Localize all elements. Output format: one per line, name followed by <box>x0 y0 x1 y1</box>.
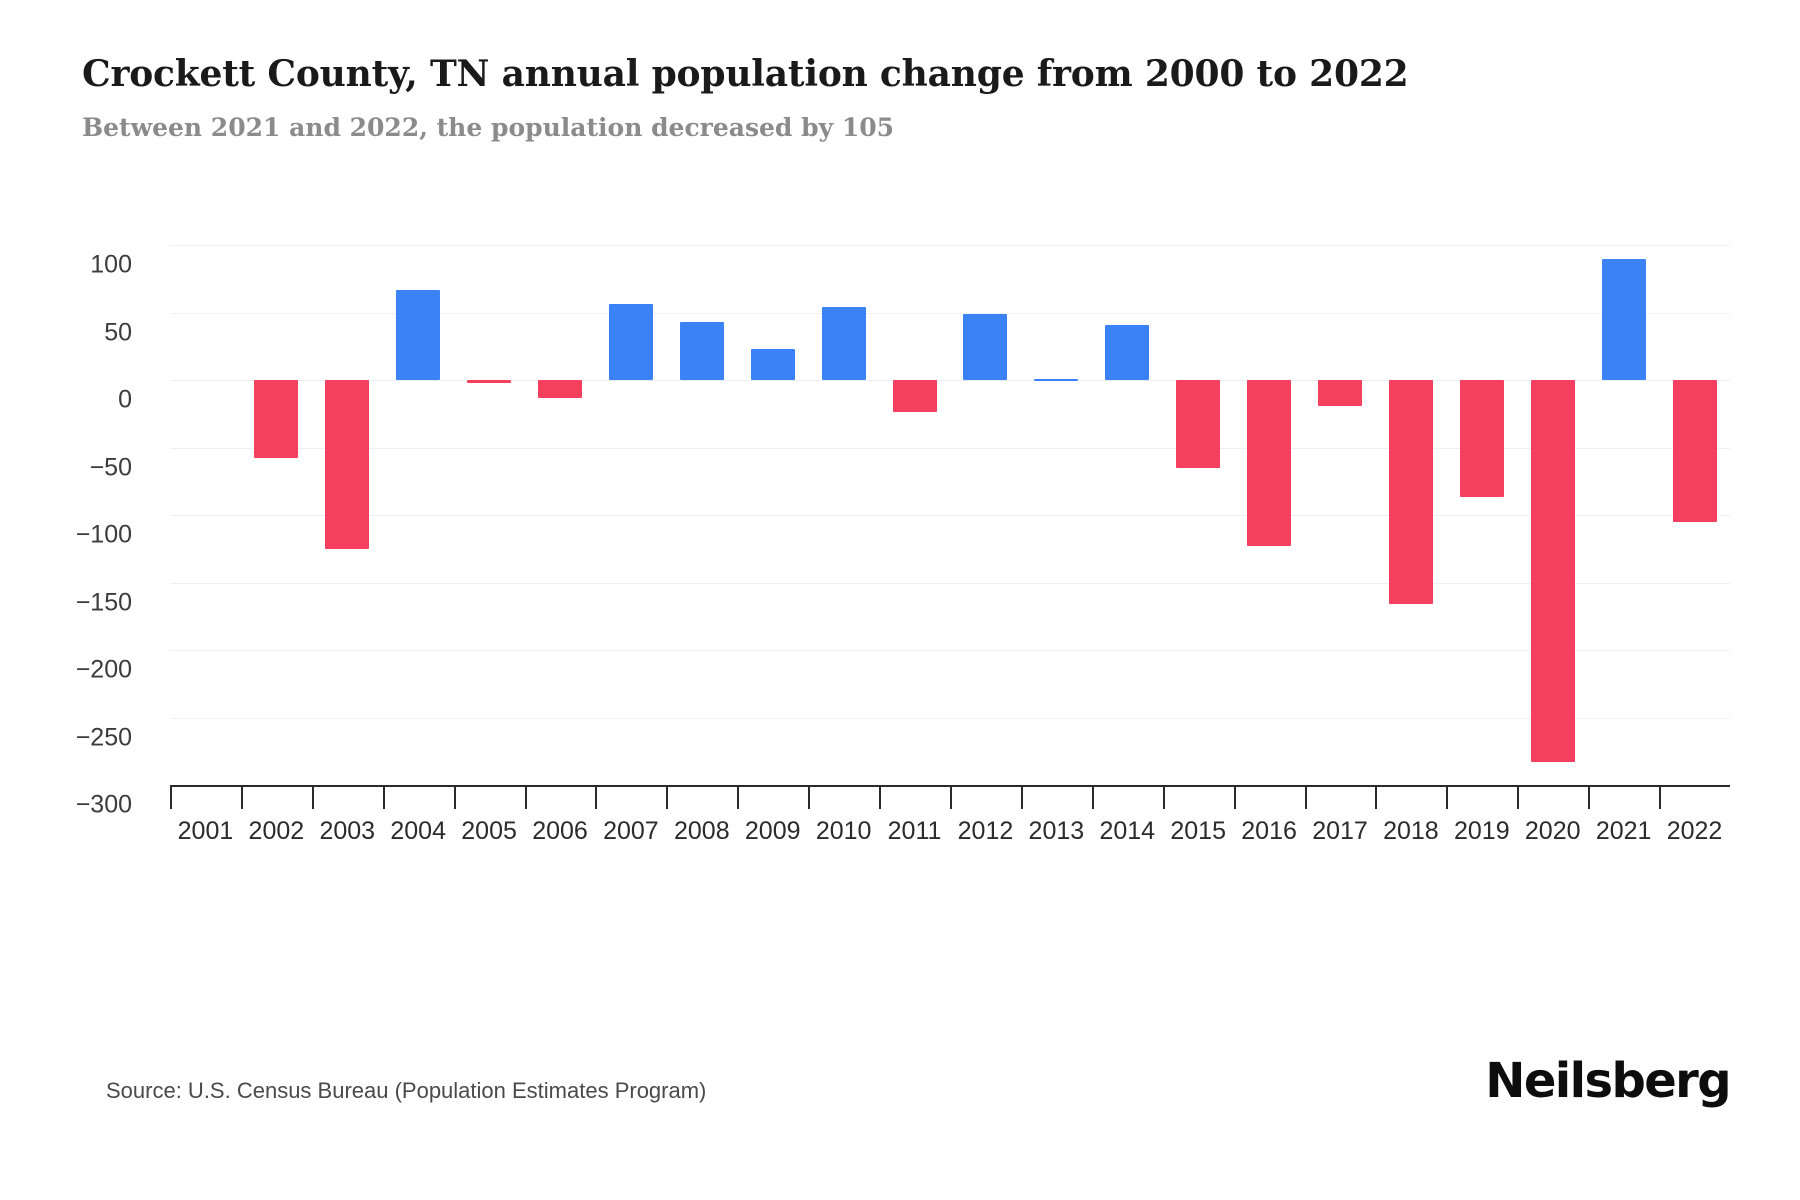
gridline <box>170 447 1730 449</box>
x-tick-label-2008: 2008 <box>674 817 730 845</box>
x-tick-label-2002: 2002 <box>248 817 305 845</box>
x-tick-label-2013: 2013 <box>1028 817 1085 845</box>
y-tick-label: −200 <box>75 655 132 684</box>
x-tick-label-2006: 2006 <box>532 817 588 845</box>
gridline <box>170 515 1730 516</box>
bar-2009[interactable] <box>750 348 795 380</box>
source-note: Source: U.S. Census Bureau (Population E… <box>106 1078 707 1103</box>
x-axis-line <box>170 785 1730 787</box>
x-tick <box>1233 787 1236 809</box>
y-tick-label: −300 <box>75 790 132 819</box>
x-tick <box>1162 787 1165 809</box>
bar-2010[interactable] <box>821 307 866 380</box>
gridline <box>170 312 1730 314</box>
bar-2004[interactable] <box>396 289 441 380</box>
x-tick <box>595 787 598 809</box>
chart-subtitle: Between 2021 and 2022, the population de… <box>82 113 895 142</box>
x-tick <box>453 787 456 809</box>
x-tick <box>1375 787 1378 809</box>
x-tick <box>524 787 527 809</box>
x-tick <box>1304 787 1307 809</box>
bar-2014[interactable] <box>1105 324 1150 380</box>
bar-2016[interactable] <box>1247 380 1292 547</box>
x-tick-label-2015: 2015 <box>1170 817 1226 845</box>
bar-2007[interactable] <box>608 304 653 380</box>
x-tick-label-2007: 2007 <box>603 817 659 845</box>
x-tick-label-2003: 2003 <box>319 817 376 845</box>
x-tick-label-2016: 2016 <box>1241 817 1297 845</box>
x-tick <box>1659 787 1662 809</box>
bar-2020[interactable] <box>1530 380 1575 763</box>
x-tick <box>1020 787 1023 809</box>
gridline <box>170 245 1730 246</box>
x-tick <box>382 787 385 809</box>
gridline <box>170 380 1730 381</box>
x-tick <box>737 787 740 809</box>
x-tick <box>666 787 669 809</box>
x-tick <box>240 787 243 809</box>
bar-2012[interactable] <box>963 313 1008 380</box>
x-tick-label-2019: 2019 <box>1454 817 1510 845</box>
brand-logo: Neilsberg <box>1485 1053 1731 1109</box>
x-tick-label-2011: 2011 <box>887 817 942 845</box>
bar-2005[interactable] <box>467 380 512 383</box>
y-axis: 100 50 0 −50 −100 −150 −200 −250 −300 <box>0 245 150 819</box>
y-tick-label: −150 <box>75 588 132 616</box>
x-tick-label-2009: 2009 <box>744 817 801 845</box>
y-tick-label: −250 <box>75 723 132 751</box>
x-tick-label-2022: 2022 <box>1666 817 1723 845</box>
x-tick <box>1588 787 1591 809</box>
plot-canvas <box>170 245 1730 786</box>
plot-area: 100 50 0 −50 −100 −150 −200 −250 −300 <box>0 225 1800 925</box>
y-tick-label: −50 <box>89 453 132 481</box>
gridline <box>170 650 1730 651</box>
gridline <box>170 582 1730 584</box>
x-tick-label-2017: 2017 <box>1312 817 1368 845</box>
bar-2003[interactable] <box>325 380 370 549</box>
x-tick <box>311 787 314 809</box>
x-tick-label-2012: 2012 <box>957 817 1014 845</box>
chart-header: Crockett County, TN annual population ch… <box>82 52 1732 144</box>
bar-2008[interactable] <box>679 321 724 380</box>
bar-2006[interactable] <box>538 380 582 398</box>
x-tick <box>170 787 172 809</box>
y-tick-label: 100 <box>90 250 132 279</box>
bar-2018[interactable] <box>1388 380 1433 605</box>
y-tick-label: 0 <box>118 385 132 414</box>
x-tick <box>879 787 882 809</box>
bar-2019[interactable] <box>1459 380 1504 498</box>
gridline <box>170 717 1730 719</box>
chart-title: Crockett County, TN annual population ch… <box>82 53 1409 95</box>
x-tick <box>1446 787 1449 809</box>
y-tick-label: 50 <box>104 318 132 346</box>
x-tick-label-2001: 2001 <box>177 817 234 845</box>
x-tick-label-2010: 2010 <box>815 817 872 845</box>
bar-2011[interactable] <box>892 380 937 413</box>
bar-2017[interactable] <box>1318 380 1362 406</box>
x-tick-label-2004: 2004 <box>390 817 446 845</box>
bar-2021[interactable] <box>1601 258 1646 380</box>
x-tick-label-2020: 2020 <box>1524 817 1581 845</box>
x-tick <box>950 787 952 809</box>
bar-2002[interactable] <box>254 380 299 459</box>
x-tick <box>1517 787 1520 809</box>
x-tick-label-2005: 2005 <box>461 817 517 845</box>
x-tick <box>808 787 811 809</box>
x-tick-label-2018: 2018 <box>1383 817 1439 845</box>
x-tick-label-2014: 2014 <box>1099 817 1156 845</box>
bar-2015[interactable] <box>1176 380 1221 468</box>
bar-2022[interactable] <box>1672 380 1717 522</box>
x-tick-label-2021: 2021 <box>1595 817 1652 845</box>
bar-2013[interactable] <box>1034 378 1079 381</box>
y-tick-label: −100 <box>75 520 132 549</box>
x-tick <box>1091 787 1094 809</box>
